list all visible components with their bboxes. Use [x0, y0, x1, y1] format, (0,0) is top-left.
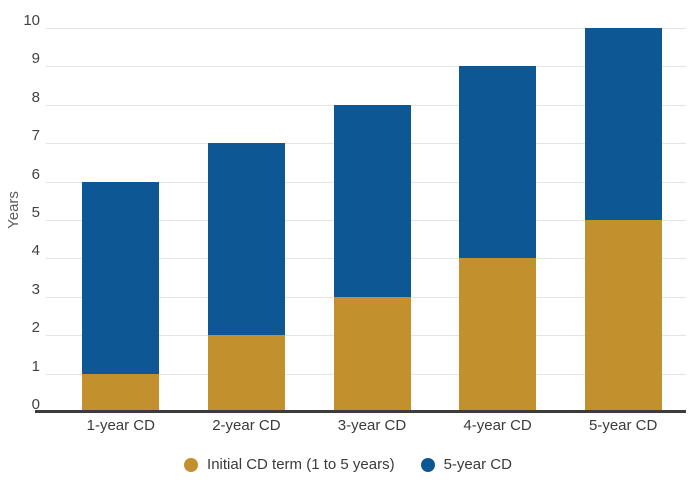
x-axis-label: 4-year CD — [463, 417, 532, 434]
x-axis-labels: 1-year CD 2-year CD 3-year CD 4-year CD 5-ye… — [58, 417, 686, 437]
x-axis-label: 2-year CD — [212, 417, 281, 434]
bar-segment-5-year — [82, 181, 160, 374]
y-tick-label: 0 — [31, 396, 40, 413]
bar-segment-initial-term — [207, 335, 285, 412]
bars-layer — [58, 28, 686, 412]
y-tick-label: 4 — [31, 242, 40, 260]
y-tick-label: 6 — [31, 165, 40, 183]
y-tick-label: 1 — [31, 357, 40, 375]
bar-segment-5-year — [207, 143, 285, 336]
y-tick-label: 3 — [31, 280, 40, 298]
x-axis-line — [35, 410, 686, 413]
gridline — [46, 28, 686, 29]
y-tick-label: 2 — [31, 319, 40, 337]
x-axis-label: 1-year CD — [86, 417, 155, 434]
bar-segment-5-year — [459, 66, 537, 259]
y-tick-label: 9 — [31, 50, 40, 68]
legend-swatch-icon — [184, 457, 199, 472]
x-axis-label: 5-year CD — [589, 417, 658, 434]
bar-segment-5-year — [584, 28, 662, 220]
y-tick-label: 7 — [31, 127, 40, 145]
legend-item: 5-year CD — [420, 456, 512, 473]
bar-segment-5-year — [333, 104, 411, 297]
plot-area: 0 1 2 3 4 5 6 7 8 9 10 — [23, 12, 686, 413]
legend-swatch-icon — [420, 457, 435, 472]
bar-segment-initial-term — [584, 220, 662, 412]
y-tick-label: 8 — [31, 88, 40, 106]
legend-item: Initial CD term (1 to 5 years) — [184, 456, 395, 473]
x-axis-label: 3-year CD — [337, 417, 407, 434]
legend-label: Initial CD term (1 to 5 years) — [207, 456, 395, 473]
gridline — [46, 66, 686, 68]
bar-segment-initial-term — [82, 373, 160, 412]
legend: Initial CD term (1 to 5 years) 5-year CD — [0, 456, 696, 473]
bar-segment-initial-term — [333, 296, 411, 412]
bar-segment-initial-term — [459, 258, 537, 412]
y-tick-label: 10 — [23, 12, 40, 29]
y-tick-label: 5 — [31, 204, 40, 221]
legend-label: 5-year CD — [443, 456, 512, 473]
